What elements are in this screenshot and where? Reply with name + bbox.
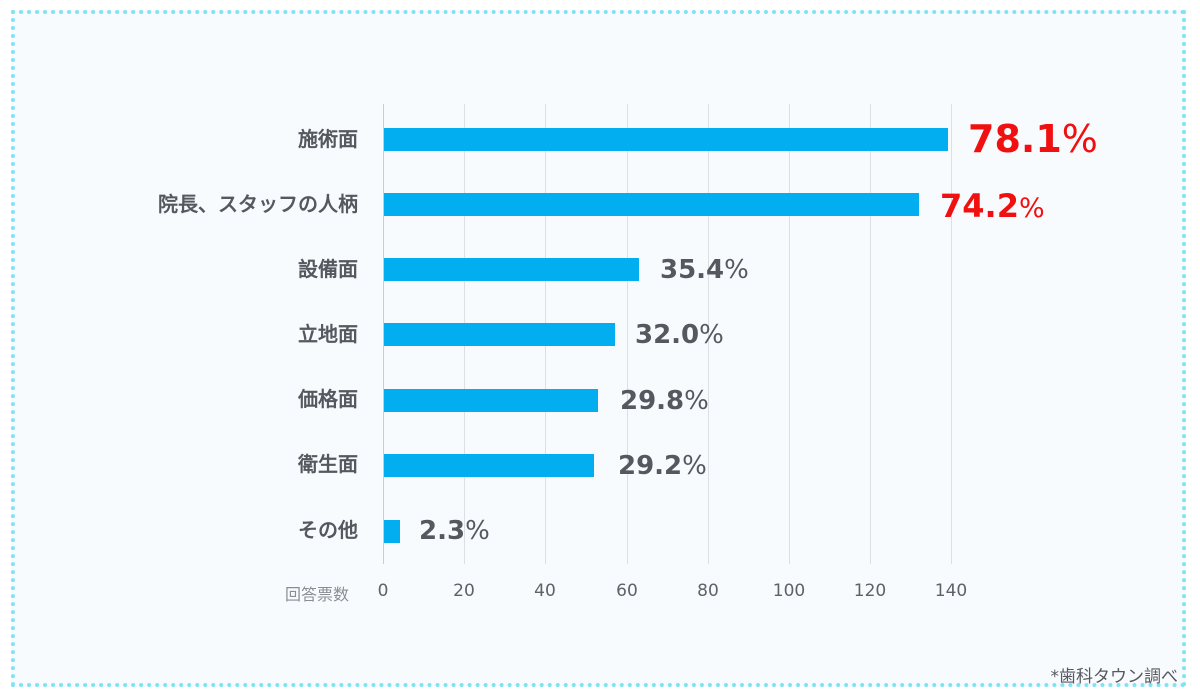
value-label: 2.3% <box>419 516 490 546</box>
x-tick: 40 <box>534 581 556 601</box>
x-tick: 20 <box>453 581 475 601</box>
category-label: 価格面 <box>298 387 358 411</box>
bar <box>384 323 615 346</box>
bar <box>384 128 948 151</box>
y-axis-line <box>383 104 384 564</box>
x-tick: 120 <box>853 581 887 601</box>
category-label: 設備面 <box>298 257 358 281</box>
gridline <box>789 104 790 564</box>
x-tick: 60 <box>616 581 638 601</box>
value-label: 29.2% <box>618 451 707 481</box>
x-tick: 0 <box>377 581 389 601</box>
bar <box>384 454 594 477</box>
chart-frame <box>11 10 1186 687</box>
bar <box>384 193 919 216</box>
category-label: 衛生面 <box>298 452 358 476</box>
category-label: 院長、スタッフの人柄 <box>158 192 358 216</box>
category-label: その他 <box>298 518 358 542</box>
gridline <box>870 104 871 564</box>
value-label: 78.1% <box>968 117 1098 161</box>
gridline <box>708 104 709 564</box>
x-axis-unit-label: 回答票数 <box>285 585 350 604</box>
gridline <box>627 104 628 564</box>
x-tick: 100 <box>772 581 806 601</box>
value-label: 74.2% <box>940 187 1045 225</box>
value-label: 32.0% <box>635 320 724 350</box>
source-note: *歯科タウン調べ <box>1050 667 1179 687</box>
value-label: 29.8% <box>620 386 709 416</box>
category-label: 立地面 <box>298 322 358 346</box>
value-label: 35.4% <box>660 255 749 285</box>
category-label: 施術面 <box>298 127 358 151</box>
bar <box>384 520 400 543</box>
bar <box>384 258 639 281</box>
bar <box>384 389 598 412</box>
x-tick: 80 <box>697 581 719 601</box>
gridline <box>951 104 952 564</box>
x-tick: 140 <box>934 581 968 601</box>
